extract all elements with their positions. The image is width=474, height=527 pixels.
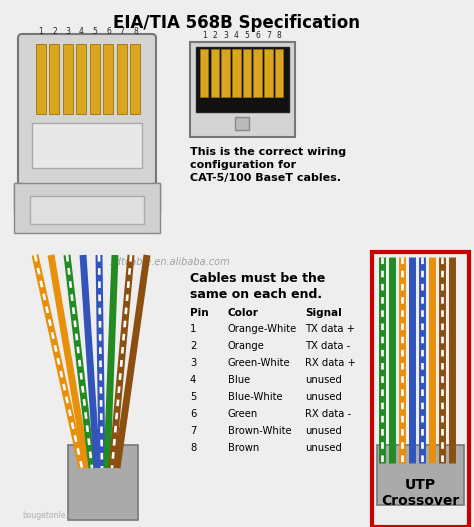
Text: TX data -: TX data - (305, 341, 350, 351)
Text: Cables must be the
same on each end.: Cables must be the same on each end. (190, 272, 325, 301)
Text: 5: 5 (190, 392, 196, 402)
Bar (232, 49, 241, 97)
Text: 7: 7 (190, 426, 196, 436)
Bar (196, 47, 289, 112)
Text: 4: 4 (190, 375, 196, 385)
Bar (30, 196, 144, 224)
Bar (130, 44, 140, 114)
Text: 6: 6 (190, 409, 196, 419)
Text: 8: 8 (133, 27, 138, 36)
Text: Green: Green (228, 409, 258, 419)
Bar (264, 49, 273, 97)
Text: 5: 5 (92, 27, 98, 36)
Bar (32, 123, 142, 168)
Text: EIA/TIA 568B Specification: EIA/TIA 568B Specification (113, 14, 361, 32)
Text: 2: 2 (212, 31, 217, 40)
FancyBboxPatch shape (18, 34, 156, 217)
Text: 3: 3 (190, 358, 196, 368)
Text: Color: Color (228, 308, 259, 318)
Text: Blue-White: Blue-White (228, 392, 283, 402)
Bar (243, 49, 251, 97)
Text: RX data -: RX data - (305, 409, 351, 419)
Text: 3: 3 (65, 27, 71, 36)
Text: 1: 1 (190, 324, 196, 334)
Bar (63, 44, 73, 114)
Text: Orange: Orange (228, 341, 265, 351)
Text: Brown-White: Brown-White (228, 426, 292, 436)
Text: This is the correct wiring
configuration for
CAT-5/100 BaseT cables.: This is the correct wiring configuration… (190, 147, 346, 183)
Bar (76, 44, 86, 114)
Bar (117, 44, 127, 114)
Bar (14, 183, 22, 213)
Bar (221, 49, 230, 97)
Text: 2: 2 (190, 341, 196, 351)
Bar (103, 44, 113, 114)
Text: Pin: Pin (190, 308, 209, 318)
Text: 8: 8 (190, 443, 196, 453)
Text: 3: 3 (223, 31, 228, 40)
Text: 7: 7 (119, 27, 125, 36)
Bar (36, 44, 46, 114)
Text: 6: 6 (106, 27, 111, 36)
Text: 1: 1 (38, 27, 44, 36)
Bar (275, 49, 283, 97)
Text: RX data +: RX data + (305, 358, 356, 368)
Bar (190, 42, 295, 137)
Bar (90, 44, 100, 114)
Bar (200, 49, 209, 97)
Text: Signal: Signal (305, 308, 342, 318)
Text: TX data +: TX data + (305, 324, 355, 334)
Text: unused: unused (305, 392, 342, 402)
Text: unused: unused (305, 426, 342, 436)
Text: Green-White: Green-White (228, 358, 291, 368)
Bar (372, 252, 469, 527)
Text: bougetonle.com: bougetonle.com (22, 511, 84, 520)
Bar (68, 445, 138, 520)
Bar (235, 117, 249, 130)
Text: Orange-White: Orange-White (228, 324, 297, 334)
Text: xdtcable.en.alibaba.com: xdtcable.en.alibaba.com (109, 257, 230, 267)
Text: 4: 4 (79, 27, 84, 36)
Text: UTP
Crossover: UTP Crossover (382, 478, 460, 508)
Bar (211, 49, 219, 97)
Text: 7: 7 (266, 31, 271, 40)
Text: 6: 6 (255, 31, 260, 40)
Text: 1: 1 (202, 31, 207, 40)
Text: 2: 2 (52, 27, 57, 36)
Bar (14, 183, 160, 233)
Bar (254, 49, 262, 97)
Text: unused: unused (305, 443, 342, 453)
Bar (49, 44, 60, 114)
Bar (377, 445, 464, 505)
Bar (152, 183, 160, 213)
Text: 5: 5 (245, 31, 249, 40)
Text: unused: unused (305, 375, 342, 385)
Text: 4: 4 (234, 31, 239, 40)
Text: Blue: Blue (228, 375, 250, 385)
Text: Brown: Brown (228, 443, 259, 453)
Text: 8: 8 (277, 31, 282, 40)
